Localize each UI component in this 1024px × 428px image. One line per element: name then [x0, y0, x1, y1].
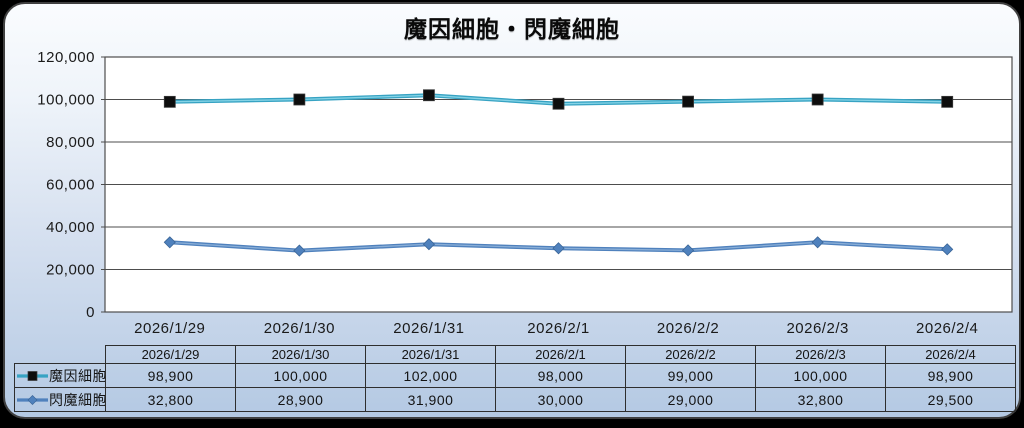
data-point-marker	[163, 236, 176, 249]
data-point-marker	[422, 238, 435, 251]
data-point-marker	[682, 95, 694, 108]
data-point-marker	[941, 243, 954, 256]
legend-cell: 魔因細胞	[14, 363, 106, 388]
data-point-marker	[163, 95, 176, 108]
x-axis-label: 2026/1/29	[134, 320, 205, 337]
table-value-cell: 30,000	[495, 387, 626, 412]
table-corner-cell	[15, 346, 106, 364]
plot-border	[104, 56, 1013, 313]
table-value-cell: 28,900	[235, 387, 366, 412]
y-axis-label: 0	[86, 304, 95, 321]
data-table: 2026/1/29 2026/1/30 2026/1/31 2026/2/1 2026/…	[14, 345, 1016, 412]
table-row: 魔因細胞 98,900 100,000 102,000 98,000 99,000 100,…	[14, 363, 1016, 388]
table-value-cell: 29,500	[885, 387, 1016, 412]
y-axis-label: 80,000	[46, 134, 95, 151]
table-header-cell: 2026/2/3	[755, 345, 886, 364]
y-axis-label: 60,000	[46, 177, 95, 194]
table-value-cell: 29,000	[625, 387, 756, 412]
table-value-cell: 98,900	[885, 363, 1016, 388]
x-axis-label: 2026/2/4	[916, 320, 978, 337]
table-header-cell: 2026/1/29	[105, 345, 236, 364]
y-axis-label: 40,000	[46, 219, 95, 236]
x-axis-label: 2026/1/31	[393, 320, 464, 337]
x-axis-label: 2026/1/30	[264, 320, 335, 337]
y-axis-label: 100,000	[37, 92, 95, 109]
table-header-cell: 2026/2/2	[625, 345, 756, 364]
data-point-marker	[811, 236, 824, 249]
series1-legend-icon	[17, 370, 48, 382]
x-axis-label: 2026/2/3	[786, 320, 848, 337]
table-value-cell: 98,900	[105, 363, 236, 388]
y-axis-label: 20,000	[46, 262, 95, 279]
data-point-marker	[293, 244, 306, 257]
table-value-cell: 99,000	[625, 363, 756, 388]
table-value-cell: 32,800	[755, 387, 886, 412]
table-value-cell: 98,000	[495, 363, 626, 388]
legend-label: 閃魔細胞	[49, 391, 106, 408]
chart-title: 魔因細胞・閃魔細胞	[404, 16, 620, 42]
table-row: 閃魔細胞 32,800 28,900 31,900 30,000 29,000 32,800…	[14, 387, 1016, 412]
data-point-marker	[811, 93, 824, 106]
data-point-marker	[552, 242, 565, 255]
data-point-marker	[423, 89, 435, 102]
data-point-marker	[682, 244, 695, 257]
data-point-marker	[293, 93, 306, 106]
table-value-cell: 32,800	[105, 387, 236, 412]
table-header-cell: 2026/2/4	[885, 345, 1016, 364]
table-header-cell: 2026/1/31	[365, 345, 496, 364]
series2-legend-icon	[17, 394, 48, 406]
y-axis-label: 120,000	[37, 49, 95, 66]
table-value-cell: 100,000	[235, 363, 366, 388]
legend-cell: 閃魔細胞	[14, 387, 106, 412]
x-axis-label: 2026/2/1	[527, 320, 589, 337]
x-axis-label: 2026/2/2	[657, 320, 719, 337]
table-value-cell: 102,000	[365, 363, 496, 388]
data-point-marker	[941, 95, 954, 108]
table-value-cell: 100,000	[755, 363, 886, 388]
data-point-marker	[552, 97, 565, 110]
table-value-cell: 31,900	[365, 387, 496, 412]
table-header-cell: 2026/1/30	[235, 345, 366, 364]
legend-label: 魔因細胞	[49, 367, 106, 384]
table-header-cell: 2026/2/1	[495, 345, 626, 364]
